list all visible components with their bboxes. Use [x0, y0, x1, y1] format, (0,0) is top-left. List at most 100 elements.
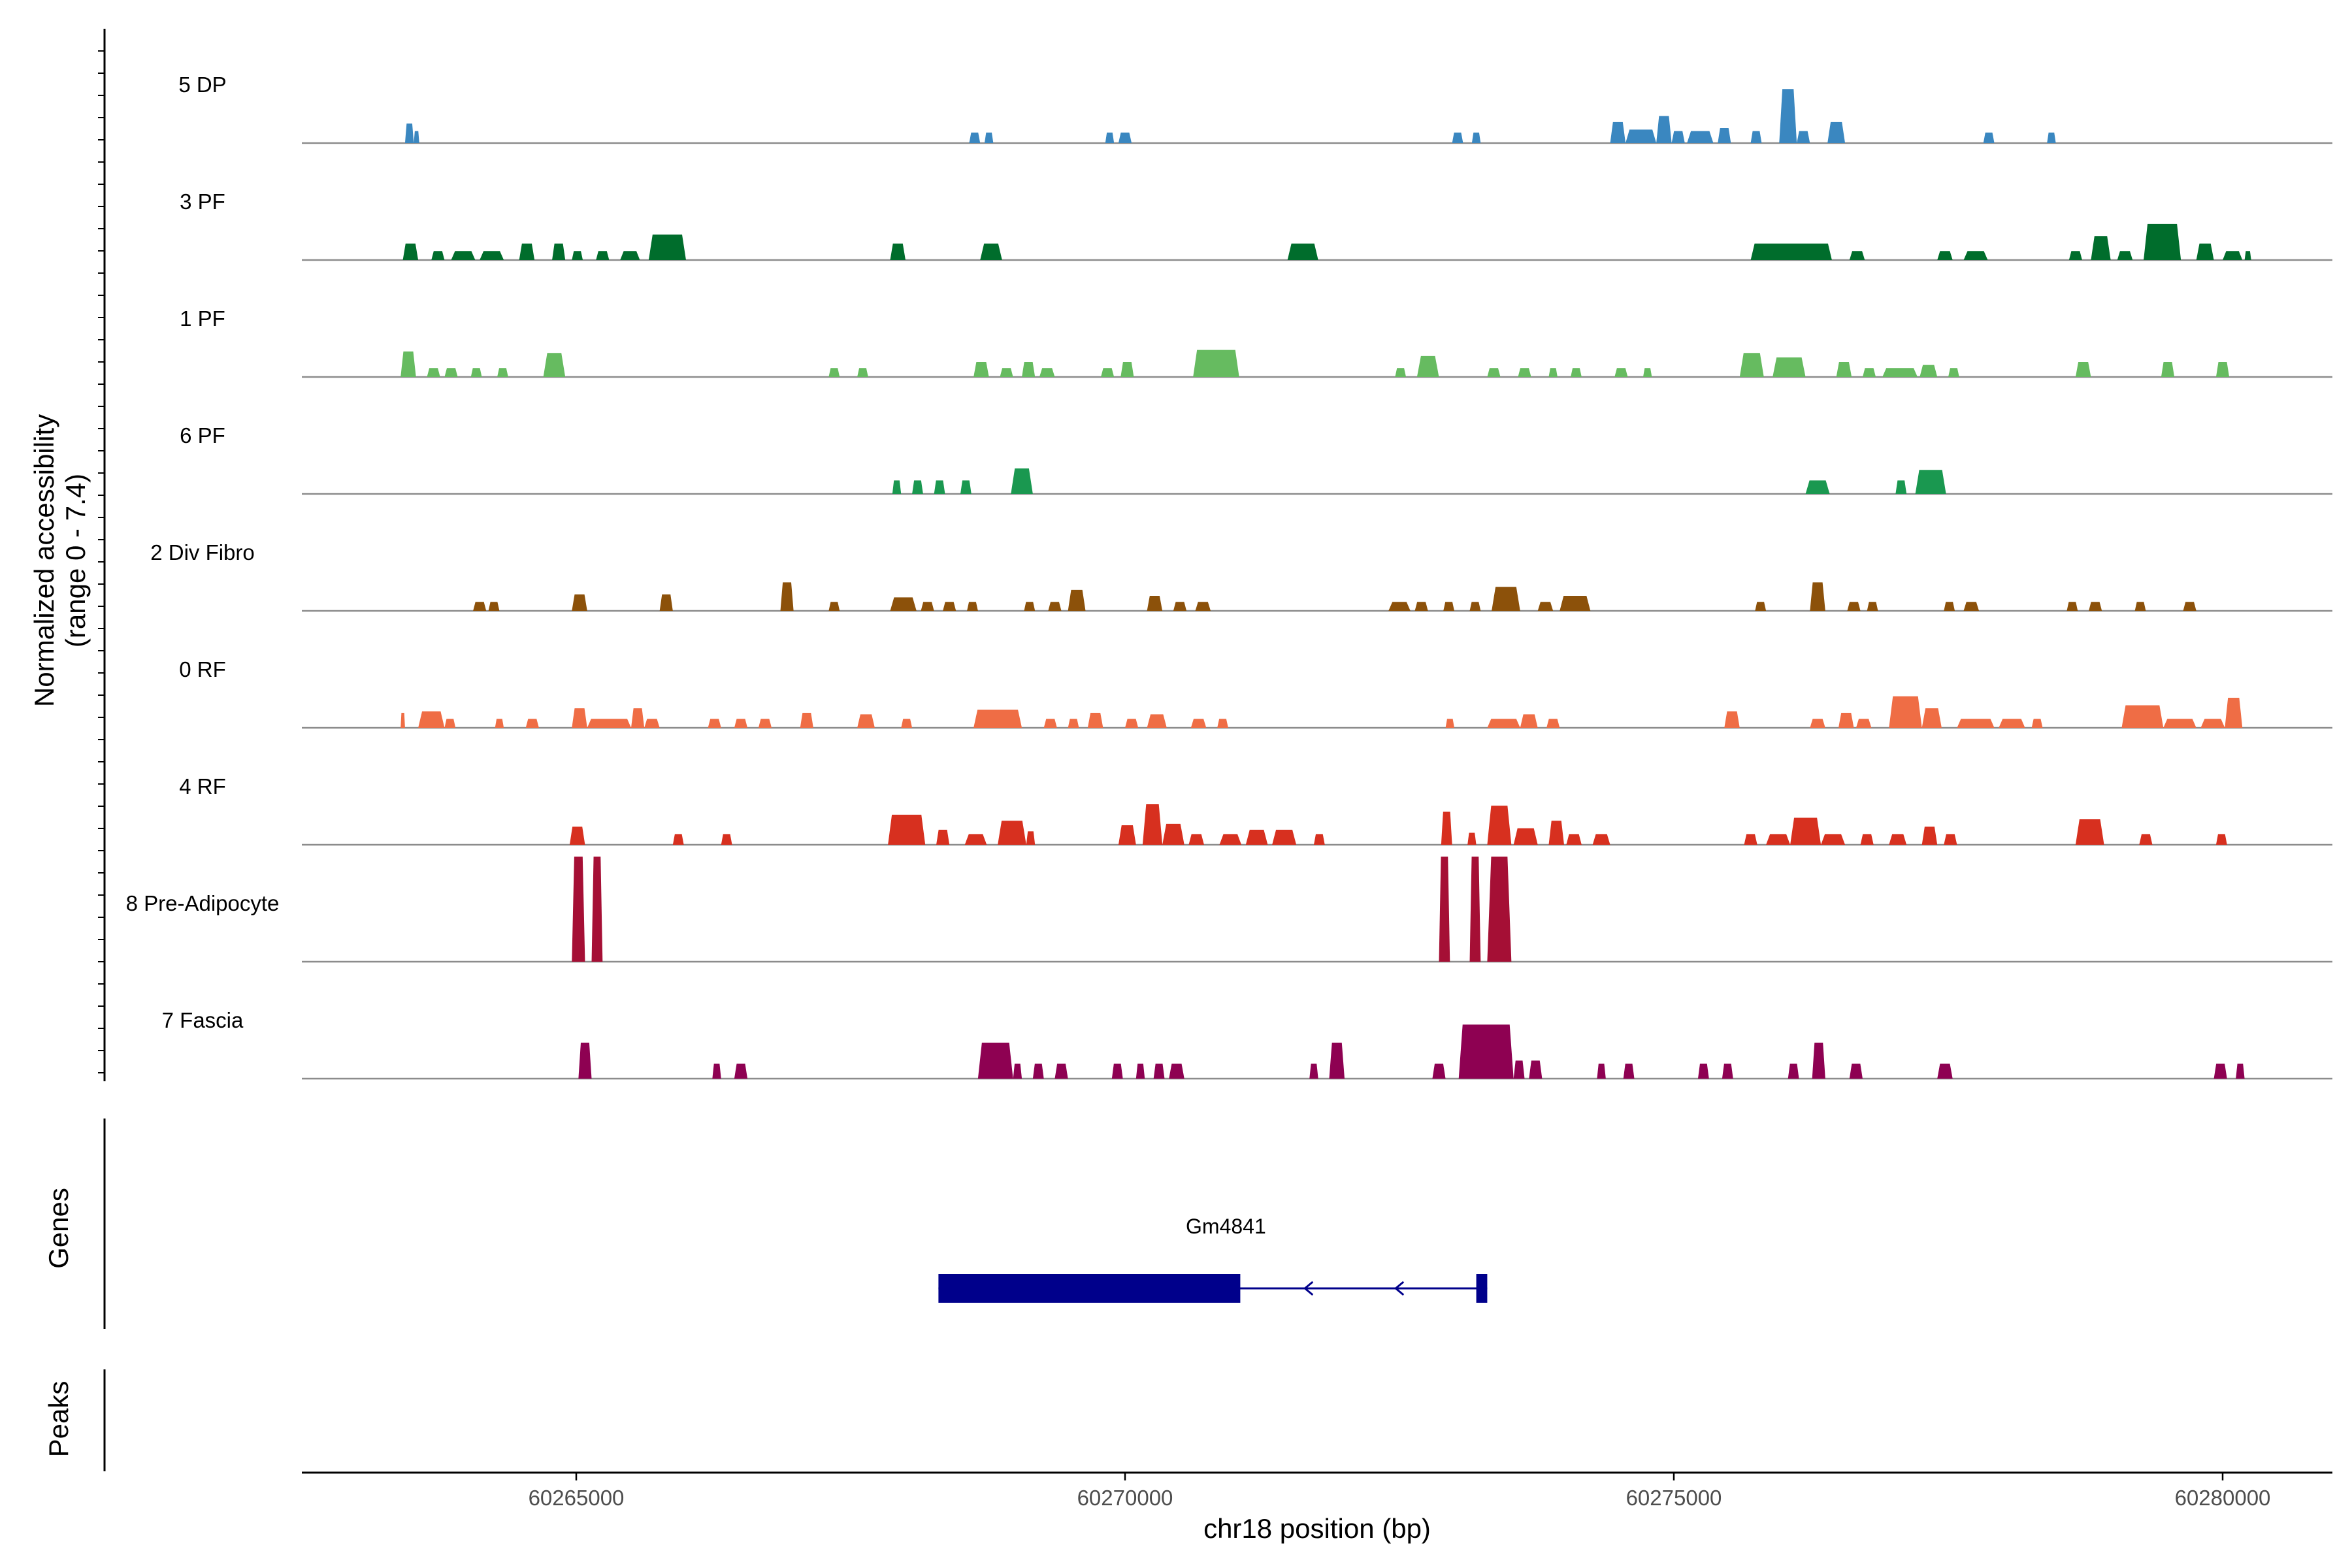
coverage-peak: [1937, 251, 1953, 260]
gene-annotation-panel: Gm4841: [938, 1215, 1488, 1303]
coverage-peak: [977, 1042, 1013, 1079]
coverage-peak: [2196, 243, 2214, 260]
coverage-peak: [1219, 834, 1242, 845]
coverage-peak: [1054, 1064, 1068, 1079]
genes-panel-label: Genes: [43, 1188, 74, 1269]
coverage-peak: [451, 251, 476, 260]
track-label: 6 PF: [180, 423, 225, 448]
coverage-peak: [960, 480, 972, 494]
coverage-peak: [934, 480, 945, 494]
coverage-peak: [1032, 1064, 1044, 1079]
coverage-peak: [828, 368, 840, 377]
coverage-peak: [1537, 602, 1554, 611]
coverage-peak: [1744, 834, 1757, 845]
coverage-peak: [1944, 602, 1955, 611]
coverage-peak: [1173, 602, 1187, 611]
coverage-peak: [2031, 719, 2043, 728]
coverage-peak: [967, 602, 978, 611]
coverage-peak: [1452, 132, 1463, 143]
coverage-peak: [857, 714, 875, 728]
coverage-peak: [1469, 602, 1481, 611]
coverage-peak: [1024, 602, 1036, 611]
y-axis-range-label: (range 0 - 7.4): [60, 474, 91, 647]
coverage-peak: [1188, 834, 1204, 845]
coverage-peak: [1718, 128, 1731, 143]
coverage-peak: [1610, 122, 1626, 143]
x-axis-label: chr18 position (bp): [1203, 1513, 1431, 1544]
coverage-peak: [1597, 1064, 1606, 1079]
track-label: 7 Fascia: [162, 1008, 244, 1032]
coverage-peak: [1810, 719, 1825, 728]
coverage-peak: [1142, 804, 1163, 845]
coverage-peak: [734, 1064, 748, 1079]
coverage-peak: [1739, 353, 1764, 377]
coverage-peak: [2075, 819, 2104, 845]
coverage-peak: [1439, 857, 1450, 962]
coverage-peak: [572, 251, 583, 260]
coverage-peak: [2066, 602, 2078, 611]
coverage-peak: [1895, 480, 1907, 494]
coverage-peak: [1838, 713, 1854, 728]
coverage-peak: [1821, 834, 1846, 845]
coverage-peak: [1520, 714, 1538, 728]
coverage-peak: [1797, 131, 1810, 143]
coverage-peak: [2091, 236, 2111, 260]
coverage-peak: [1162, 823, 1184, 845]
coverage-peak: [1566, 834, 1582, 845]
coverage-peak: [1313, 834, 1325, 845]
coverage-peak: [1443, 602, 1454, 611]
coverage-peak: [1120, 362, 1134, 377]
coverage-peak: [890, 243, 906, 260]
coverage-tracks: 5 DP 3 PF 1 PF 6 PF 2 Div Fibro 0 RF 4 RF 8 Pre…: [126, 73, 2332, 1080]
coverage-peak: [552, 243, 566, 260]
track-label: 0 RF: [179, 657, 226, 681]
coverage-peak: [980, 243, 1002, 260]
coverage-peak: [828, 602, 840, 611]
gene-label: Gm4841: [1186, 1215, 1266, 1238]
coverage-peak: [2047, 132, 2056, 143]
y-axis-label: Normalized accessibility: [29, 414, 59, 707]
coverage-peak: [973, 710, 1022, 728]
track-label: 1 PF: [180, 306, 225, 331]
coverage-peak: [721, 834, 732, 845]
coverage-peak: [2225, 698, 2243, 728]
track-5-dp: 5 DP: [178, 73, 2332, 144]
track-3-pf: 3 PF: [180, 189, 2332, 261]
coverage-peak: [1788, 1064, 1799, 1079]
coverage-peak: [912, 480, 923, 494]
coverage-peak: [1492, 587, 1520, 611]
coverage-peak: [1245, 830, 1268, 845]
coverage-peak: [473, 602, 487, 611]
coverage-peak: [587, 719, 631, 728]
coverage-peak: [973, 362, 989, 377]
coverage-peak: [1766, 834, 1791, 845]
coverage-peak: [734, 719, 748, 728]
coverage-peak: [414, 131, 419, 143]
coverage-peak: [1169, 1064, 1184, 1079]
x-tick-label: 60270000: [1077, 1486, 1173, 1510]
coverage-peak: [984, 132, 994, 143]
coverage-peak: [1026, 831, 1036, 845]
coverage-peak: [1272, 830, 1297, 845]
coverage-peak: [1416, 355, 1439, 377]
coverage-peak: [620, 251, 640, 260]
coverage-peak: [1548, 368, 1558, 377]
coverage-peak: [480, 251, 504, 260]
coverage-peak: [1022, 362, 1036, 377]
coverage-peak: [1329, 1042, 1345, 1079]
coverage-peak: [1546, 719, 1560, 728]
coverage-peak: [578, 1042, 592, 1079]
coverage-peak: [1287, 243, 1318, 260]
track-6-pf: 6 PF: [180, 423, 2332, 495]
coverage-peak: [1467, 832, 1477, 845]
coverage-peak: [1810, 582, 1825, 611]
coverage-peak: [1039, 368, 1055, 377]
track-label: 5 DP: [178, 73, 226, 97]
coverage-peak: [1135, 1064, 1145, 1079]
coverage-peak: [2144, 223, 2181, 260]
coverage-peak: [921, 602, 934, 611]
x-tick-label: 60265000: [529, 1486, 625, 1510]
coverage-peak: [402, 243, 419, 260]
coverage-peak: [1867, 602, 1878, 611]
coverage-peak: [1849, 251, 1865, 260]
